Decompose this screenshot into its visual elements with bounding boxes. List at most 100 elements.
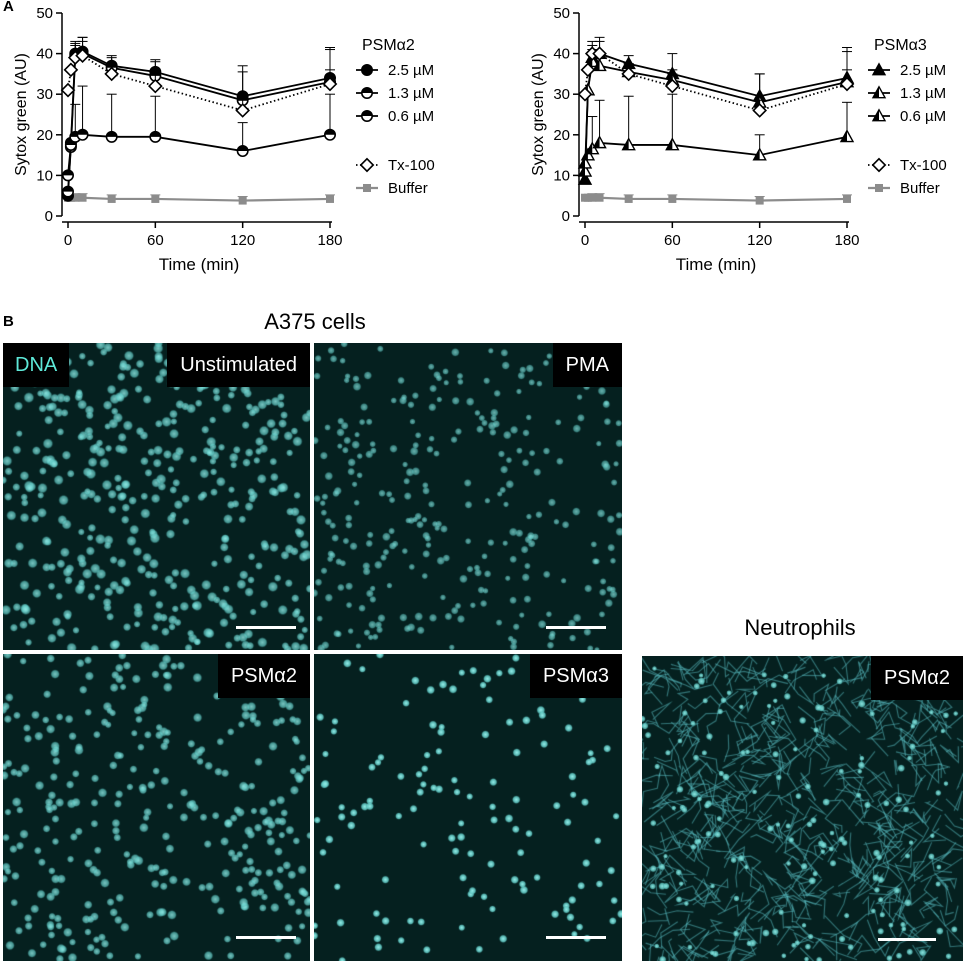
legend: PSMα3 2.5 µM 1.3 µM 0.6 µM Tx-100 Buffer: [868, 37, 947, 197]
marker: [592, 46, 607, 61]
x-tick-label: 0: [64, 232, 72, 249]
nuclei-image: [314, 343, 622, 650]
marker: [363, 184, 371, 192]
marker: [583, 193, 592, 202]
series-tx-100: [577, 40, 855, 118]
marker-half: [106, 131, 117, 137]
series-0-6-m: [61, 85, 336, 182]
marker-half: [622, 138, 629, 150]
y-tick-label: 30: [36, 86, 53, 103]
marker: [71, 193, 80, 202]
label-unstimulated: Unstimulated: [167, 343, 310, 387]
y-tick-label: 50: [553, 5, 570, 22]
marker-half: [666, 138, 673, 150]
marker: [107, 194, 116, 203]
y-tick-label: 10: [553, 167, 570, 184]
series-tx-100: [60, 40, 338, 118]
marker-half: [579, 157, 585, 168]
marker: [875, 184, 883, 192]
marker: [588, 193, 597, 202]
marker: [148, 78, 163, 94]
marker: [580, 62, 596, 78]
panel-a-charts: 0 10 20 30 40 50 0 60 120 180 Time (min) Sytox gree…: [13, 5, 947, 274]
y-tick-label: 20: [36, 127, 53, 144]
scale-bar: [878, 938, 936, 941]
micrograph-psma3: PSMα3: [314, 654, 622, 961]
series-line: [584, 52, 848, 112]
micrograph-pma: PMA: [314, 343, 622, 650]
marker-half: [593, 59, 600, 71]
marker-half: [77, 129, 88, 135]
marker: [668, 194, 677, 203]
marker-half: [753, 96, 760, 108]
marker-half: [361, 87, 373, 93]
legend: PSMα2 2.5 µM 1.3 µM 0.6 µM Tx-100 Buffer: [356, 37, 435, 197]
y-axis-label: Sytox green (AU): [530, 53, 547, 176]
x-tick-label: 120: [747, 232, 772, 249]
nuclei-image: [3, 654, 310, 961]
marker: [755, 196, 764, 205]
y-tick-label: 0: [562, 208, 570, 225]
marker-half: [579, 165, 585, 177]
marker-half: [873, 109, 879, 121]
label-psma3: PSMα3: [529, 654, 622, 698]
chart-2: 0 10 20 30 40 50 0 60 120 180 Time (min) Sytox gree…: [530, 5, 947, 274]
y-axis-label: Sytox green (AU): [13, 53, 30, 176]
marker-half: [150, 131, 161, 137]
scale-bar: [546, 626, 606, 629]
label-pma: PMA: [552, 343, 622, 387]
marker: [360, 64, 373, 77]
marker: [843, 194, 851, 203]
legend-title: PSMα2: [362, 37, 415, 54]
marker-half: [324, 129, 336, 135]
marker-half: [150, 70, 161, 76]
marker-half: [593, 136, 600, 148]
series-1-3-m: [577, 49, 855, 177]
legend-label: 1.3 µM: [900, 85, 946, 102]
y-tick-label: 40: [36, 46, 53, 63]
marker-half: [586, 142, 593, 154]
legend-label: 0.6 µM: [900, 108, 946, 125]
marker-half: [841, 130, 847, 142]
scale-bar: [546, 936, 606, 939]
y-tick-label: 0: [45, 208, 53, 225]
series-buffer: [64, 193, 335, 205]
legend-label: Tx-100: [388, 157, 435, 174]
marker: [752, 103, 767, 118]
neutrophils-title: Neutrophils: [744, 615, 856, 640]
micrograph-a375-psma2: PSMα2: [3, 654, 310, 961]
series-0-6-m: [577, 93, 855, 169]
legend-label: 0.6 µM: [388, 108, 434, 125]
marker: [621, 66, 636, 82]
marker: [326, 194, 334, 203]
nuclei-image: [3, 343, 310, 650]
marker: [577, 171, 593, 185]
marker: [104, 66, 119, 82]
x-tick-label: 60: [147, 232, 164, 249]
y-tick-label: 20: [553, 127, 570, 144]
marker: [595, 193, 604, 202]
x-tick-label: 180: [317, 232, 342, 249]
x-tick-label: 60: [664, 232, 681, 249]
marker-half: [361, 110, 373, 116]
x-axis-label: Time (min): [159, 255, 240, 274]
marker: [151, 194, 160, 203]
legend-label: Tx-100: [900, 157, 947, 174]
marker: [235, 103, 250, 118]
scale-bar: [236, 626, 296, 629]
series-buffer: [581, 193, 852, 205]
marker: [75, 48, 90, 63]
series-line: [585, 196, 848, 202]
series-2-5-m: [577, 36, 855, 185]
marker-half: [62, 186, 74, 192]
x-axis-label: Time (min): [676, 255, 757, 274]
marker-half: [581, 148, 588, 160]
series-line: [67, 54, 331, 112]
marker-half: [237, 145, 248, 152]
marker: [60, 82, 76, 98]
label-a375-psma2: PSMα2: [217, 654, 310, 698]
legend-label: 2.5 µM: [900, 62, 946, 79]
marker: [238, 196, 247, 205]
marker-half: [62, 170, 74, 176]
scale-bar: [236, 936, 296, 939]
